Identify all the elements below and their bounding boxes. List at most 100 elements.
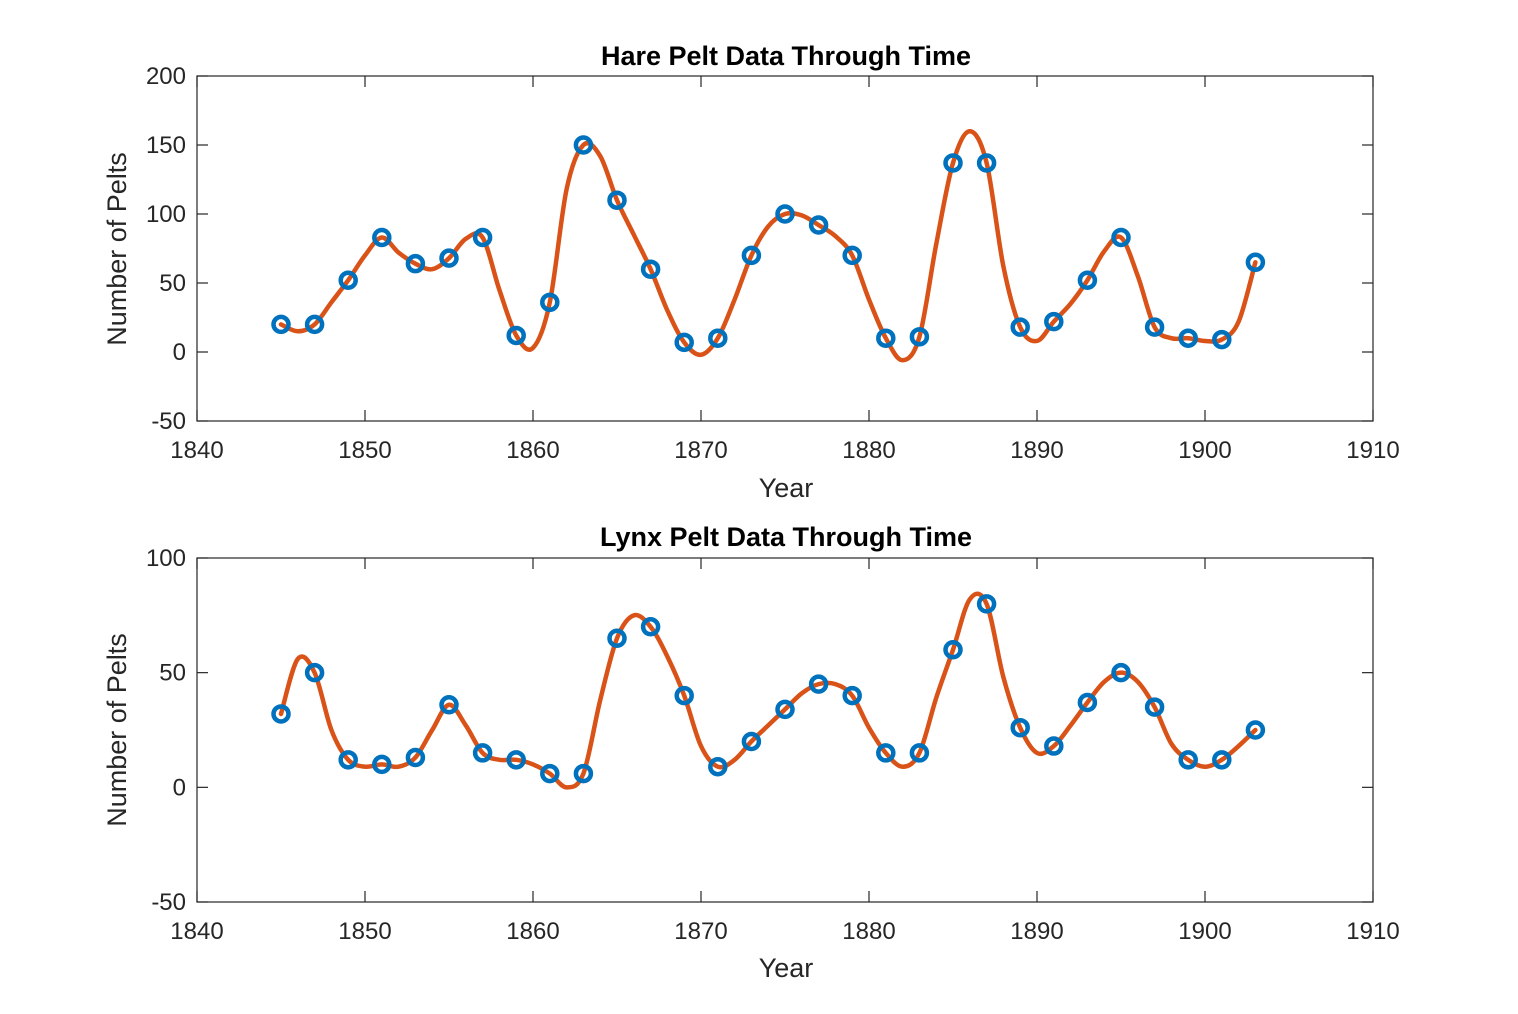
lynx-data-point xyxy=(1077,692,1098,713)
lynx-data-point xyxy=(1044,736,1064,756)
hare-data-point xyxy=(372,227,392,248)
lynx-data-point xyxy=(439,695,459,715)
lynx-x-tick-label: 1860 xyxy=(506,918,559,945)
lynx-data-point xyxy=(607,628,627,649)
lynx-data-point xyxy=(640,617,661,637)
lynx-data-point xyxy=(976,594,997,614)
lynx-x-axis-label: Year xyxy=(759,953,814,983)
hare-data-point xyxy=(943,153,963,173)
lynx-data-point xyxy=(842,685,862,706)
lynx-data-point xyxy=(271,704,291,724)
hare-data-point xyxy=(1144,317,1165,337)
hare-x-tick-label: 1840 xyxy=(170,437,223,464)
lynx-data-point xyxy=(808,674,829,694)
hare-data-point xyxy=(271,314,291,335)
hare-data-point xyxy=(1010,317,1030,337)
hare-marker-layer xyxy=(271,135,1266,353)
hare-data-point xyxy=(573,135,594,155)
hare-data-point xyxy=(808,215,829,235)
hare-x-axis-label: Year xyxy=(759,473,814,503)
hare-subplot: Hare Pelt Data Through Time 1840 1850 18… xyxy=(102,41,1400,503)
hare-data-point xyxy=(1212,329,1232,350)
hare-data-point xyxy=(976,153,997,173)
hare-fit-curve xyxy=(278,128,1258,363)
hare-x-tick-label: 1880 xyxy=(842,437,895,464)
hare-data-point xyxy=(405,253,426,274)
lynx-ticks xyxy=(196,557,1374,903)
lynx-data-point xyxy=(372,754,392,775)
hare-data-point xyxy=(1178,328,1198,348)
hare-fit-layer xyxy=(278,128,1258,363)
hare-data-point xyxy=(640,259,661,279)
hare-data-point xyxy=(338,270,358,290)
lynx-chart-title: Lynx Pelt Data Through Time xyxy=(600,522,972,552)
hare-x-tick-label: 1860 xyxy=(506,437,559,464)
lynx-y-tick-label: 100 xyxy=(146,545,186,572)
hare-chart-title: Hare Pelt Data Through Time xyxy=(601,41,971,71)
lynx-x-tick-label: 1880 xyxy=(842,918,895,945)
hare-y-axis-label: Number of Pelts xyxy=(102,152,132,346)
lynx-x-tick-label: 1840 xyxy=(170,918,223,945)
hare-data-point xyxy=(1245,252,1266,273)
hare-data-point xyxy=(1077,270,1098,290)
hare-y-tick-label: 150 xyxy=(146,132,186,159)
lynx-data-point xyxy=(1178,750,1198,770)
lynx-data-point xyxy=(472,743,493,763)
hare-y-tick-label: 100 xyxy=(146,201,186,228)
lynx-x-tick-label: 1890 xyxy=(1010,918,1063,945)
hare-data-point xyxy=(1111,227,1131,248)
hare-data-point xyxy=(439,248,459,268)
lynx-data-point xyxy=(909,743,930,763)
lynx-data-point xyxy=(1144,697,1165,717)
lynx-data-point xyxy=(741,731,762,752)
lynx-data-point xyxy=(573,763,594,784)
hare-data-point xyxy=(775,204,795,224)
hare-y-tick-label: 0 xyxy=(173,339,186,366)
lynx-x-tick-label: 1910 xyxy=(1346,918,1399,945)
hare-y-tick-label: -50 xyxy=(151,408,186,435)
hare-data-point xyxy=(674,332,694,353)
lynx-data-point xyxy=(1212,750,1232,770)
hare-plot-area xyxy=(196,75,1374,422)
lynx-y-tick-label: 0 xyxy=(173,774,186,801)
lynx-x-tick-label: 1900 xyxy=(1178,918,1231,945)
hare-data-point xyxy=(540,292,560,313)
hare-data-point xyxy=(506,325,526,346)
hare-x-tick-label: 1850 xyxy=(338,437,391,464)
lynx-x-tick-label: 1870 xyxy=(674,918,727,945)
lynx-data-point xyxy=(1111,662,1131,683)
hare-data-point xyxy=(472,227,493,248)
hare-ticks xyxy=(196,75,1374,422)
hare-data-point xyxy=(909,327,930,347)
lynx-data-point xyxy=(1245,720,1266,740)
hare-x-tick-label: 1910 xyxy=(1346,437,1399,464)
hare-data-point xyxy=(708,328,728,348)
lynx-plot-area xyxy=(196,557,1374,903)
hare-x-tick-label: 1890 xyxy=(1010,437,1063,464)
lynx-x-tick-label: 1850 xyxy=(338,918,391,945)
hare-y-tick-labels: -50 0 50 100 150 200 xyxy=(146,63,186,435)
lynx-marker-layer xyxy=(271,594,1266,784)
lynx-data-point xyxy=(708,756,728,777)
hare-data-point xyxy=(607,190,627,210)
lynx-data-point xyxy=(338,750,358,770)
lynx-data-point xyxy=(1010,717,1030,738)
hare-y-tick-label: 50 xyxy=(159,270,186,297)
hare-data-point xyxy=(842,245,862,266)
lynx-data-point xyxy=(540,763,560,784)
lynx-data-point xyxy=(674,685,694,706)
lynx-data-point xyxy=(943,639,963,660)
hare-y-tick-label: 200 xyxy=(146,63,186,90)
hare-data-point xyxy=(304,314,325,335)
lynx-x-tick-labels: 1840 1850 1860 1870 1880 1890 1900 1910 xyxy=(170,918,1399,945)
lynx-data-point xyxy=(304,662,325,683)
lynx-y-axis-label: Number of Pelts xyxy=(102,633,132,827)
hare-data-point xyxy=(1044,311,1064,332)
lynx-data-point xyxy=(405,747,426,768)
hare-x-tick-label: 1870 xyxy=(674,437,727,464)
lynx-data-point xyxy=(506,750,526,770)
hare-data-point xyxy=(741,245,762,266)
lynx-y-tick-label: 50 xyxy=(159,660,186,687)
hare-x-tick-labels: 1840 1850 1860 1870 1880 1890 1900 1910 xyxy=(170,437,1399,464)
